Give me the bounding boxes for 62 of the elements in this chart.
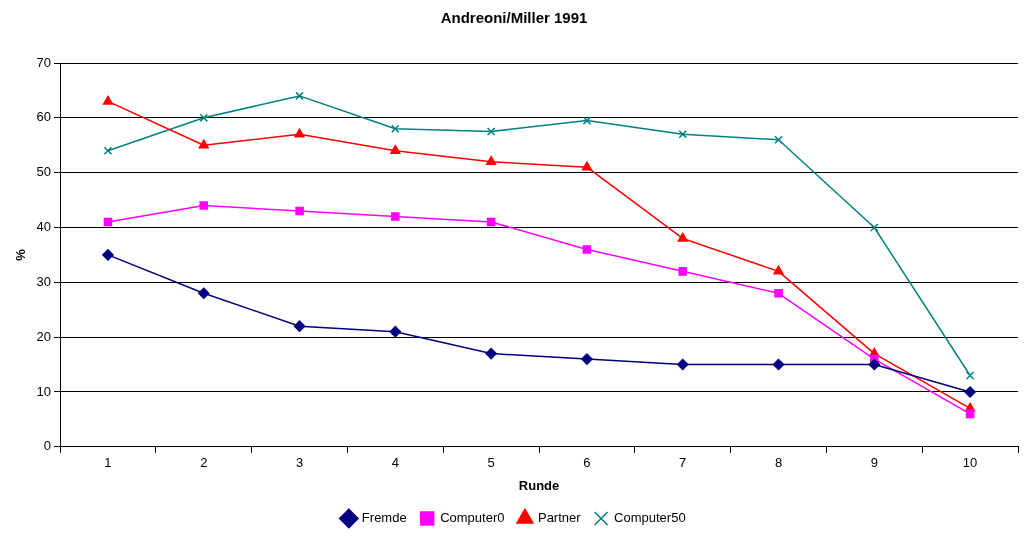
point <box>774 135 783 145</box>
point <box>486 155 497 165</box>
point <box>965 371 975 380</box>
point <box>485 347 497 360</box>
y-tick-label: 50 <box>36 164 52 180</box>
y-tick-label: 30 <box>36 273 52 289</box>
x-tick-label: 1 <box>104 455 112 471</box>
point <box>774 288 783 298</box>
x-tick-label: 4 <box>391 455 399 471</box>
x-tick-label: 9 <box>870 455 878 471</box>
x-tick-label: 10 <box>962 455 978 471</box>
point <box>964 386 976 398</box>
point <box>103 146 113 156</box>
legend-label: Fremde <box>361 510 407 526</box>
point <box>581 161 593 171</box>
x-tick-label: 7 <box>679 455 687 471</box>
point <box>295 91 304 101</box>
point <box>676 358 689 371</box>
point <box>486 217 496 227</box>
x-tick-label: 3 <box>295 455 304 471</box>
point <box>868 358 881 371</box>
point <box>582 116 592 125</box>
point <box>965 409 975 419</box>
point <box>389 325 402 338</box>
x-axis-title: Runde <box>518 477 560 493</box>
point <box>102 249 114 261</box>
x-tick-label: 5 <box>487 455 495 471</box>
point <box>773 265 784 275</box>
point <box>678 267 688 276</box>
chart-title: Andreoni/Miller 1991 <box>440 9 588 27</box>
point <box>103 217 113 227</box>
point <box>295 206 304 216</box>
legend-label: Computer50 <box>614 510 686 526</box>
point <box>870 223 879 232</box>
point <box>582 245 592 254</box>
point <box>677 232 688 242</box>
x-tick-label: 6 <box>583 455 591 471</box>
point <box>772 358 785 371</box>
y-tick-label: 70 <box>36 54 52 70</box>
y-tick-label: 40 <box>36 219 52 235</box>
x-tick-label: 2 <box>200 455 208 471</box>
point <box>294 128 305 138</box>
point <box>293 320 306 332</box>
legend-label: Partner <box>537 510 582 526</box>
point <box>391 212 400 221</box>
legend-label: Computer0 <box>440 510 505 526</box>
point <box>199 113 209 123</box>
point <box>102 95 114 105</box>
point <box>678 129 688 139</box>
point <box>486 127 496 136</box>
point <box>581 353 593 365</box>
x-tick-label: 8 <box>774 455 783 471</box>
y-tick-label: 20 <box>36 328 52 344</box>
y-axis-title: % <box>13 248 29 261</box>
y-tick-label: 10 <box>36 383 52 399</box>
point <box>198 287 210 300</box>
point <box>390 144 401 154</box>
point <box>198 139 209 149</box>
point <box>391 124 400 134</box>
y-tick-label: 60 <box>36 109 52 125</box>
point <box>199 201 209 210</box>
y-tick-label: 0 <box>43 438 52 454</box>
